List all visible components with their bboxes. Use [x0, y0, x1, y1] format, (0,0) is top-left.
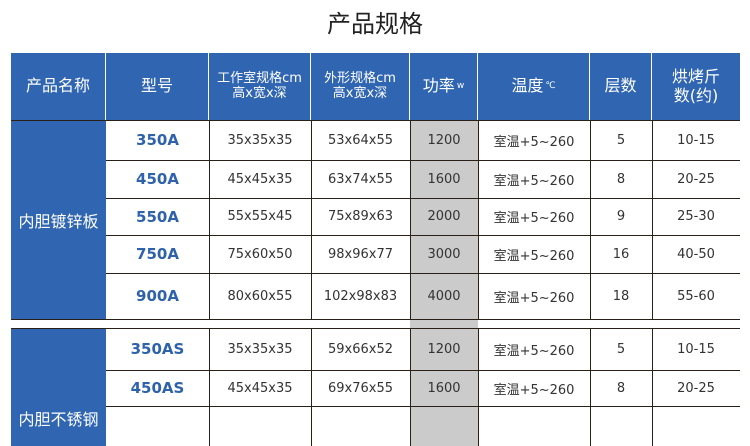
- column-divider: [209, 328, 210, 446]
- cell-chamber: 35x35x35: [227, 132, 293, 148]
- cell-power: 1200: [410, 120, 478, 160]
- header-power-unit: w: [456, 81, 465, 92]
- header-power: 功率 w: [410, 53, 478, 120]
- header-temp-label: 温度: [511, 76, 544, 96]
- cell-layers: 8: [616, 171, 626, 187]
- row-divider: [106, 273, 740, 274]
- column-divider: [410, 328, 411, 446]
- group-label: 内胆不锈钢: [11, 328, 106, 446]
- cell-layers: 5: [616, 341, 626, 357]
- cell-model: [106, 406, 209, 446]
- column-divider: [410, 120, 411, 319]
- cell-outer: 59x66x52: [327, 341, 393, 357]
- cell-capacity: 25-30: [677, 209, 715, 224]
- header-outer-size: 外形规格cm 高x宽x深: [311, 53, 410, 120]
- header-power-label: 功率: [422, 76, 455, 96]
- column-divider: [590, 120, 591, 319]
- column-divider: [209, 120, 210, 319]
- cell-power: 1600: [410, 160, 478, 198]
- cell-capacity: 10-15: [677, 341, 715, 357]
- header-chamber-label: 工作室规格cm: [217, 70, 302, 86]
- column-divider: [478, 120, 479, 319]
- cell-model: 350AS: [130, 340, 185, 358]
- header-product-name: 产品名称: [11, 53, 106, 120]
- cell-temp: 室温+5~260: [493, 134, 575, 150]
- header-outer-label: 外形规格cm: [324, 70, 396, 86]
- cell-power: [410, 406, 478, 446]
- cell-chamber: 35x35x35: [227, 341, 293, 357]
- column-divider: [652, 120, 653, 319]
- header-layers: 层数: [590, 53, 652, 120]
- power-column-gap: [410, 319, 478, 328]
- cell-temp: 室温+5~260: [493, 248, 575, 264]
- row-divider: [106, 160, 740, 161]
- cell-capacity: 20-25: [677, 380, 715, 396]
- cell-temp: 室温+5~260: [493, 290, 575, 306]
- header-model: 型号: [106, 53, 209, 120]
- cell-power: 4000: [410, 273, 478, 319]
- cell-model: 550A: [136, 207, 179, 226]
- cell-model: 900A: [136, 287, 179, 305]
- row-divider: [106, 198, 740, 199]
- cell-outer: [311, 406, 410, 446]
- column-divider: [652, 328, 653, 446]
- header-outer-sub: 高x宽x深: [332, 85, 388, 101]
- cell-layers: 8: [616, 380, 626, 396]
- header-chamber-size: 工作室规格cm 高x宽x深: [209, 53, 311, 120]
- cell-power: 1200: [410, 328, 478, 370]
- cell-temp: 室温+5~260: [493, 173, 575, 189]
- cell-layers: [590, 406, 652, 446]
- cell-power: 1600: [410, 370, 478, 406]
- cell-capacity: 10-15: [677, 132, 715, 148]
- column-divider: [311, 120, 312, 319]
- cell-chamber: 55x55x45: [227, 209, 293, 224]
- row-divider: [106, 235, 740, 236]
- cell-chamber: [209, 406, 311, 446]
- cell-layers: 5: [616, 132, 626, 148]
- cell-outer: 98x96x77: [327, 246, 393, 262]
- row-divider: [106, 406, 740, 407]
- group-top-border: [11, 328, 740, 329]
- cell-capacity: 20-25: [677, 171, 715, 187]
- cell-model: 450A: [136, 170, 179, 188]
- column-divider: [311, 328, 312, 446]
- cell-model: 450AS: [130, 379, 185, 397]
- cell-capacity: 40-50: [677, 246, 715, 262]
- cell-chamber: 75x60x50: [227, 246, 293, 262]
- cell-layers: 16: [612, 246, 630, 262]
- group-label: 内胆镀锌板: [11, 120, 106, 319]
- cell-outer: 63x74x55: [327, 171, 393, 187]
- page-title: 产品规格: [327, 10, 423, 38]
- cell-temp: 室温+5~260: [493, 382, 575, 398]
- cell-chamber: 45x45x35: [227, 380, 293, 396]
- header-temp-unit: ℃: [545, 81, 556, 92]
- cell-model: 750A: [136, 245, 179, 263]
- header-chamber-sub: 高x宽x深: [232, 85, 287, 101]
- column-divider: [478, 328, 479, 446]
- cell-power: 2000: [410, 198, 478, 235]
- group-bottom-border: [11, 319, 740, 320]
- cell-layers: 18: [612, 288, 630, 304]
- column-divider: [590, 328, 591, 446]
- cell-temp: [478, 406, 590, 446]
- cell-power: 3000: [410, 235, 478, 273]
- cell-outer: 69x76x55: [327, 380, 393, 396]
- cell-capacity: [652, 406, 740, 446]
- header-temperature: 温度 ℃: [478, 53, 590, 120]
- header-capacity: 烘烤斤数(约): [652, 53, 740, 120]
- cell-chamber: 80x60x55: [227, 288, 293, 304]
- row-divider: [106, 370, 740, 371]
- cell-model: 350A: [136, 131, 179, 149]
- cell-temp: 室温+5~260: [493, 343, 575, 359]
- cell-outer: 102x98x83: [323, 288, 398, 304]
- cell-capacity: 55-60: [677, 288, 715, 304]
- cell-outer: 53x64x55: [327, 132, 393, 148]
- cell-outer: 75x89x63: [327, 209, 393, 224]
- cell-chamber: 45x45x35: [227, 171, 293, 187]
- cell-temp: 室温+5~260: [493, 211, 575, 226]
- cell-layers: 9: [616, 209, 626, 224]
- group-top-border: [11, 120, 740, 121]
